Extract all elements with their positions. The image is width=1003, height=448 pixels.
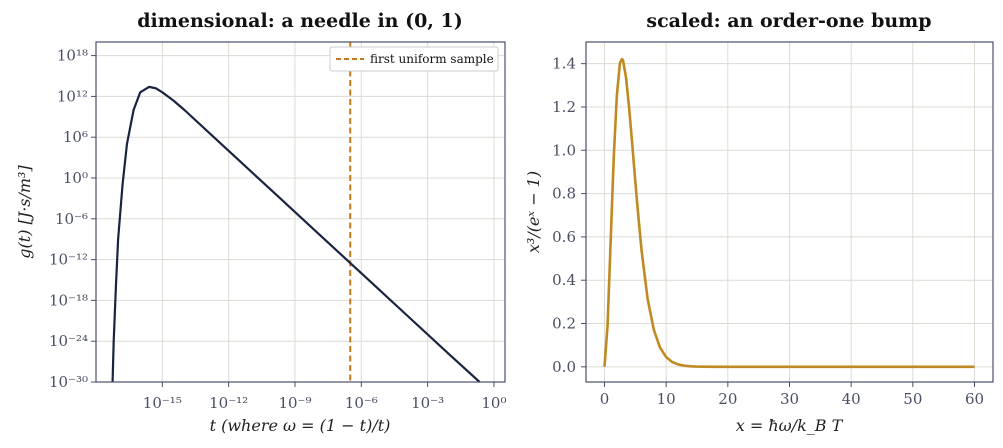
right-y-tick-label: 0.0 xyxy=(552,358,576,376)
left-y-tick-label: 10⁰ xyxy=(63,169,88,187)
right-series xyxy=(603,57,975,369)
right-x-tick-label: 10 xyxy=(657,390,676,408)
right-series-line xyxy=(603,57,975,369)
right-y-tick-label: 1.4 xyxy=(552,55,576,73)
right-x-tick-label: 40 xyxy=(842,390,861,408)
left-y-tick-label: 10¹² xyxy=(57,87,88,105)
legend-box xyxy=(329,46,499,72)
left-x-tick-label: 10⁻¹⁵ xyxy=(143,394,182,412)
right-x-tick-label: 60 xyxy=(965,390,984,408)
right-y-tick-label: 1.0 xyxy=(552,141,576,159)
left-x-tick-label: 10⁰ xyxy=(481,394,506,412)
right-x-axis-label: x = ħω/k_B T xyxy=(736,416,844,435)
right-y-tick-label: 0.8 xyxy=(552,185,576,203)
left-series xyxy=(111,85,481,383)
left-y-axis-label: g(t) [J·s/m³] xyxy=(15,165,34,259)
right-y-tick-label: 0.4 xyxy=(552,271,576,289)
left-chart-title: dimensional: a needle in (0, 1) xyxy=(137,10,463,32)
left-x-axis-label: t (where ω = (1 − t)/t) xyxy=(210,416,391,435)
right-y-ticks: 0.0 0.2 0.4 0.6 0.8 1.0 1.2 1.4 xyxy=(552,55,586,376)
right-y-tick-label: 1.2 xyxy=(552,98,576,116)
legend: first uniform sample xyxy=(329,46,499,72)
left-y-tick-label: 10⁻¹⁸ xyxy=(49,291,88,309)
right-y-axis-label: x³/(eˣ − 1) xyxy=(524,171,543,253)
right-grid xyxy=(586,42,993,382)
left-x-tick-label: 10⁻¹² xyxy=(209,394,248,412)
left-y-tick-label: 10⁻⁶ xyxy=(55,210,88,228)
left-y-tick-label: 10⁻³⁰ xyxy=(49,373,88,391)
left-y-ticks: 10¹⁸ 10¹² 10⁶ 10⁰ 10⁻⁶ 10⁻¹² 10⁻¹⁸ 10⁻²⁴ 10⁻³⁰ xyxy=(49,47,96,391)
right-y-tick-label: 0.2 xyxy=(552,315,576,333)
right-x-tick-label: 20 xyxy=(718,390,737,408)
right-y-tick-label: 0.6 xyxy=(552,228,576,246)
left-panel: dimensional: a needle in (0, 1) 10⁻¹⁵ 10⁻… xyxy=(15,10,507,435)
left-x-tick-label: 10⁻⁹ xyxy=(278,394,311,412)
right-x-tick-label: 50 xyxy=(903,390,922,408)
left-x-tick-label: 10⁻⁶ xyxy=(345,394,378,412)
left-y-tick-label: 10⁻²⁴ xyxy=(49,332,88,350)
left-x-ticks: 10⁻¹⁵ 10⁻¹² 10⁻⁹ 10⁻⁶ 10⁻³ 10⁰ xyxy=(143,382,507,412)
left-y-tick-label: 10⁻¹² xyxy=(49,251,88,269)
left-x-tick-label: 10⁻³ xyxy=(411,394,444,412)
right-x-ticks: 0 10 20 30 40 50 60 xyxy=(600,382,984,408)
right-x-tick-label: 30 xyxy=(780,390,799,408)
left-y-tick-label: 10¹⁸ xyxy=(57,47,88,65)
legend-label: first uniform sample xyxy=(370,52,494,66)
right-chart-title: scaled: an order-one bump xyxy=(646,10,931,32)
left-plot-frame xyxy=(95,41,506,383)
right-panel: scaled: an order-one bump 0 10 20 30 40 50 60 … xyxy=(524,10,994,435)
left-series-line xyxy=(111,85,481,383)
right-x-tick-label: 0 xyxy=(600,390,610,408)
left-grid xyxy=(96,42,505,383)
left-y-tick-label: 10⁶ xyxy=(63,128,88,146)
